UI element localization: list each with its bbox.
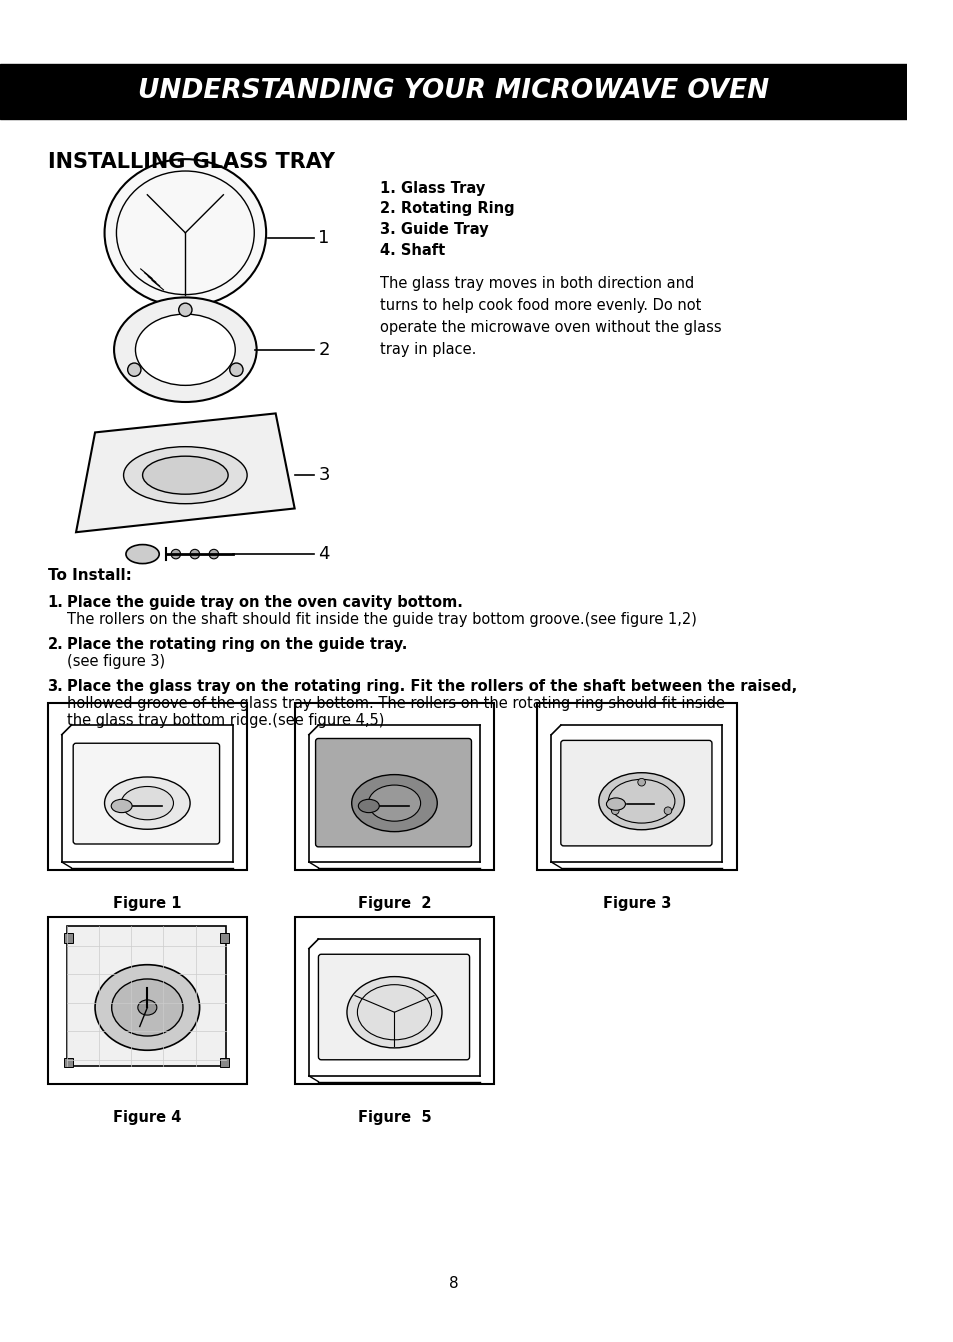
Text: 1: 1 (318, 228, 330, 247)
Text: 2.: 2. (48, 637, 63, 652)
Text: hollowed groove of the glass tray bottom. The rollers on the rotating ring shoul: hollowed groove of the glass tray bottom… (67, 695, 723, 711)
Ellipse shape (112, 800, 132, 813)
Bar (219, 1057, 229, 1067)
Text: 4. Shaft: 4. Shaft (380, 243, 445, 258)
Ellipse shape (598, 773, 683, 829)
Text: the glass tray bottom ridge.(see figure 4,5): the glass tray bottom ridge.(see figure … (67, 713, 383, 727)
Text: Figure 1: Figure 1 (113, 896, 181, 911)
Ellipse shape (347, 977, 441, 1048)
Text: 8: 8 (448, 1276, 457, 1291)
Text: UNDERSTANDING YOUR MICROWAVE OVEN: UNDERSTANDING YOUR MICROWAVE OVEN (137, 78, 768, 105)
FancyBboxPatch shape (318, 954, 469, 1060)
Ellipse shape (135, 314, 235, 385)
FancyBboxPatch shape (73, 743, 219, 844)
Ellipse shape (142, 456, 228, 494)
Text: Figure 3: Figure 3 (602, 896, 670, 911)
Text: The glass tray moves in both direction and
turns to help cook food more evenly. : The glass tray moves in both direction a… (380, 275, 721, 357)
Bar (294, 703, 494, 870)
Text: 1.: 1. (48, 595, 63, 611)
Text: 2. Rotating Ring: 2. Rotating Ring (380, 201, 515, 216)
Text: Figure 4: Figure 4 (113, 1110, 181, 1125)
FancyBboxPatch shape (315, 738, 471, 847)
Circle shape (171, 549, 180, 558)
Text: Figure  5: Figure 5 (357, 1110, 431, 1125)
Text: 4: 4 (318, 545, 330, 564)
Circle shape (611, 807, 618, 815)
Text: Place the guide tray on the oven cavity bottom.: Place the guide tray on the oven cavity … (67, 595, 462, 611)
Bar (0, 63, 906, 118)
Ellipse shape (121, 786, 173, 820)
Bar (67, 926, 226, 1067)
Ellipse shape (112, 978, 183, 1036)
Text: (see figure 3): (see figure 3) (67, 654, 165, 668)
Circle shape (190, 549, 199, 558)
Ellipse shape (137, 1000, 156, 1015)
Bar (48, 917, 247, 1083)
Text: 3.: 3. (48, 679, 63, 694)
Ellipse shape (95, 965, 199, 1051)
Text: 3: 3 (318, 466, 330, 484)
Circle shape (638, 778, 645, 786)
Bar (48, 703, 247, 870)
Text: 2: 2 (318, 341, 330, 358)
Bar (219, 933, 229, 943)
FancyBboxPatch shape (560, 741, 711, 845)
Text: Figure  2: Figure 2 (357, 896, 431, 911)
Ellipse shape (358, 800, 379, 813)
Ellipse shape (105, 777, 190, 829)
Polygon shape (76, 413, 294, 533)
Text: To Install:: To Install: (48, 569, 132, 584)
Ellipse shape (126, 545, 159, 564)
Text: 1. Glass Tray: 1. Glass Tray (380, 181, 485, 196)
Ellipse shape (124, 447, 247, 503)
Bar (64, 1057, 73, 1067)
Ellipse shape (114, 298, 256, 403)
Text: INSTALLING GLASS TRAY: INSTALLING GLASS TRAY (48, 152, 335, 172)
Circle shape (663, 807, 671, 815)
Text: Place the rotating ring on the guide tray.: Place the rotating ring on the guide tra… (67, 637, 407, 652)
Bar (64, 933, 73, 943)
Text: Place the glass tray on the rotating ring. Fit the rollers of the shaft between : Place the glass tray on the rotating rin… (67, 679, 796, 694)
Ellipse shape (606, 798, 625, 811)
Text: The rollers on the shaft should fit inside the guide tray bottom groove.(see fig: The rollers on the shaft should fit insi… (67, 612, 696, 627)
Ellipse shape (352, 774, 436, 832)
Ellipse shape (368, 785, 420, 821)
Ellipse shape (105, 160, 266, 306)
Circle shape (128, 364, 141, 376)
Bar (294, 917, 494, 1083)
Circle shape (230, 364, 243, 376)
Bar (537, 703, 736, 870)
Circle shape (209, 549, 218, 558)
Circle shape (178, 303, 192, 317)
Text: 3. Guide Tray: 3. Guide Tray (380, 223, 488, 238)
